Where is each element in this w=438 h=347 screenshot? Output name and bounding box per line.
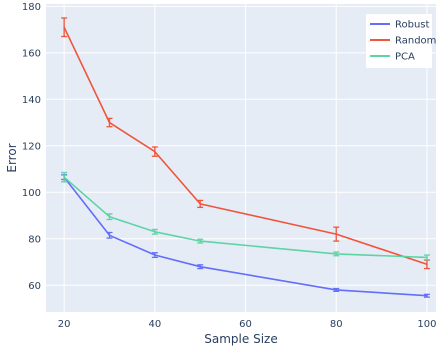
x-tick-label: 100	[417, 319, 436, 330]
x-tick-label: 80	[330, 319, 343, 330]
data-point	[426, 263, 428, 266]
legend[interactable]: Robust Random PCA	[366, 14, 436, 68]
legend-label-random: Random	[395, 36, 436, 47]
y-tick-label: 120	[22, 141, 41, 152]
series-pca	[61, 171, 430, 261]
data-point	[154, 254, 156, 256]
y-tick-label: 60	[28, 281, 41, 292]
legend-label-robust: Robust	[395, 20, 430, 31]
data-point	[199, 240, 201, 242]
x-axis-title: Sample Size	[204, 332, 277, 346]
series-line	[63, 176, 427, 259]
data-point	[199, 265, 201, 268]
y-tick-label: 100	[22, 188, 41, 199]
data-point	[335, 253, 338, 255]
x-tick-labels: 20 40 60 80 100	[58, 319, 437, 330]
data-point	[63, 26, 65, 29]
y-axis-title: Error	[5, 143, 19, 172]
y-tick-labels: 60 80 100 120 140 160 180	[22, 2, 41, 292]
data-point	[108, 121, 111, 124]
data-point	[154, 150, 156, 153]
data-point	[335, 233, 338, 235]
data-point	[108, 234, 111, 237]
y-tick-label: 140	[22, 95, 41, 106]
series-line	[63, 26, 428, 266]
data-point	[108, 215, 111, 218]
y-tick-label: 80	[28, 234, 41, 245]
y-tick-label: 180	[22, 2, 41, 13]
x-tick-label: 20	[58, 319, 71, 330]
data-point	[335, 289, 338, 291]
data-point	[63, 176, 65, 178]
series-line	[63, 176, 427, 297]
data-point	[426, 294, 428, 297]
data-point	[154, 231, 156, 233]
x-tick-label: 60	[239, 319, 252, 330]
y-tick-label: 160	[22, 48, 41, 59]
data-point	[199, 203, 201, 205]
legend-label-pca: PCA	[395, 52, 415, 63]
x-tick-label: 40	[148, 319, 161, 330]
data-point	[426, 256, 428, 259]
series-layer	[61, 17, 430, 298]
